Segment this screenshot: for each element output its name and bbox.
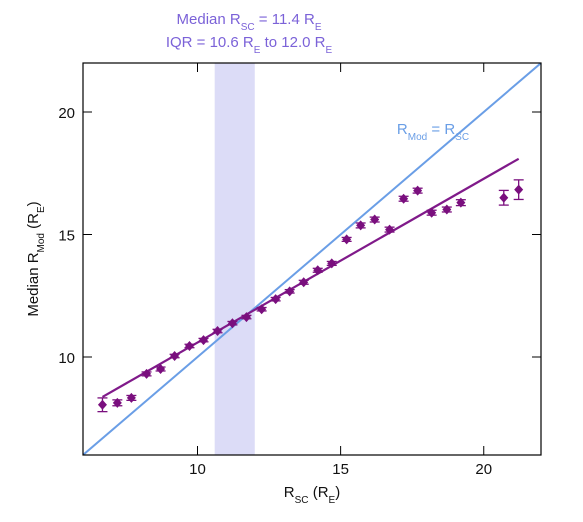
x-axis-label-part: E [329,495,336,506]
point [156,364,166,375]
y-tick-label: 20 [58,105,75,122]
x-tick-label: 15 [332,461,349,478]
identity-label-part: Mod [408,132,427,143]
annotation-part: Median R [177,11,241,28]
point [514,184,524,195]
point-group [355,220,366,231]
point [213,326,223,337]
point-group [455,197,466,208]
y-tick-label: 15 [58,228,75,245]
y-axis-label: Median RMod (RE) [25,201,47,316]
y-axis-label-part: Mod [36,233,47,252]
point [285,286,295,297]
annotation-part: E [315,22,322,33]
identity-label-part: SC [455,132,469,143]
point-group [298,277,309,288]
iqr-band [214,63,255,455]
plot-frame [82,62,542,456]
point-group [312,265,323,276]
point [356,220,366,231]
point [299,277,309,288]
point [126,392,136,403]
point [456,197,466,208]
point-group [227,318,238,329]
x-axis-label-part: SC [295,495,309,506]
point-group [169,351,180,362]
point-group [241,312,252,323]
point [327,258,337,269]
point [413,185,423,196]
point-group [398,193,409,204]
point-group [326,258,337,269]
y-tick-label: 10 [58,350,75,367]
annotation: IQR = 10.6 RE to 12.0 RE [166,34,333,56]
point [271,294,281,305]
point [442,204,452,215]
point-group [441,204,452,215]
point [399,193,409,204]
x-axis-label: RSC (RE) [284,484,340,506]
point [199,335,209,346]
annotation-part: E [254,45,261,56]
point-group [513,179,524,201]
annotation-part: IQR = 10.6 R [166,34,254,51]
x-tick-label: 20 [475,461,492,478]
point-group [212,326,223,337]
identity-label: RMod = RSC [397,121,469,143]
point-group [284,286,295,297]
point [227,318,237,329]
x-axis-label-part: (R [309,484,329,501]
point-group [141,368,152,379]
point-group [198,335,209,346]
y-axis-label-part: Median R [25,252,42,316]
x-axis-label-part: R [284,484,295,501]
point [385,224,395,235]
fit-line [101,157,520,398]
identity-label-part: R [397,121,408,138]
point-group [498,189,509,206]
y-axis-label-part: ) [25,201,42,206]
y-axis-label-part: E [36,206,47,213]
point-group [184,340,195,351]
point [370,214,380,225]
x-axis-label-part: ) [335,484,340,501]
point-group [270,294,281,305]
point [184,340,194,351]
point-group [426,207,437,218]
point [499,192,509,203]
y-axis-label-part: (R [25,213,42,233]
point-group [256,304,267,315]
point-group [412,185,423,196]
point [142,368,152,379]
point-group [126,392,137,403]
identity-label-part: = R [427,121,455,138]
point-group [97,397,108,413]
point-group [369,214,380,225]
x-tick-label: 10 [189,461,206,478]
point [170,351,180,362]
annotation: Median RSC = 11.4 RE [177,11,322,33]
point-group [112,397,123,408]
annotation-part: SC [241,22,255,33]
point-group [155,364,166,375]
point [97,399,107,410]
annotation-part: to 12.0 R [260,34,325,51]
annotation-part: = 11.4 R [255,11,315,28]
point [427,207,437,218]
annotation-part: E [326,45,333,56]
point [112,397,122,408]
point-group [341,234,352,245]
point [257,304,267,315]
point-group [384,224,395,235]
point [313,265,323,276]
point [342,234,352,245]
identity-line [83,63,541,455]
point [241,312,251,323]
